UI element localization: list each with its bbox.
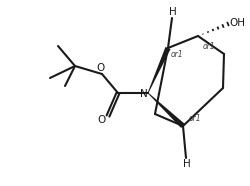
Text: OH: OH xyxy=(229,18,245,28)
Text: N: N xyxy=(140,89,148,99)
Text: O: O xyxy=(96,63,104,73)
Text: H: H xyxy=(169,7,177,17)
Polygon shape xyxy=(148,93,185,128)
Text: or1: or1 xyxy=(171,49,183,59)
Text: O: O xyxy=(97,115,105,125)
Polygon shape xyxy=(148,47,171,93)
Text: or1: or1 xyxy=(203,41,215,51)
Text: or1: or1 xyxy=(189,113,201,123)
Text: H: H xyxy=(183,159,191,169)
